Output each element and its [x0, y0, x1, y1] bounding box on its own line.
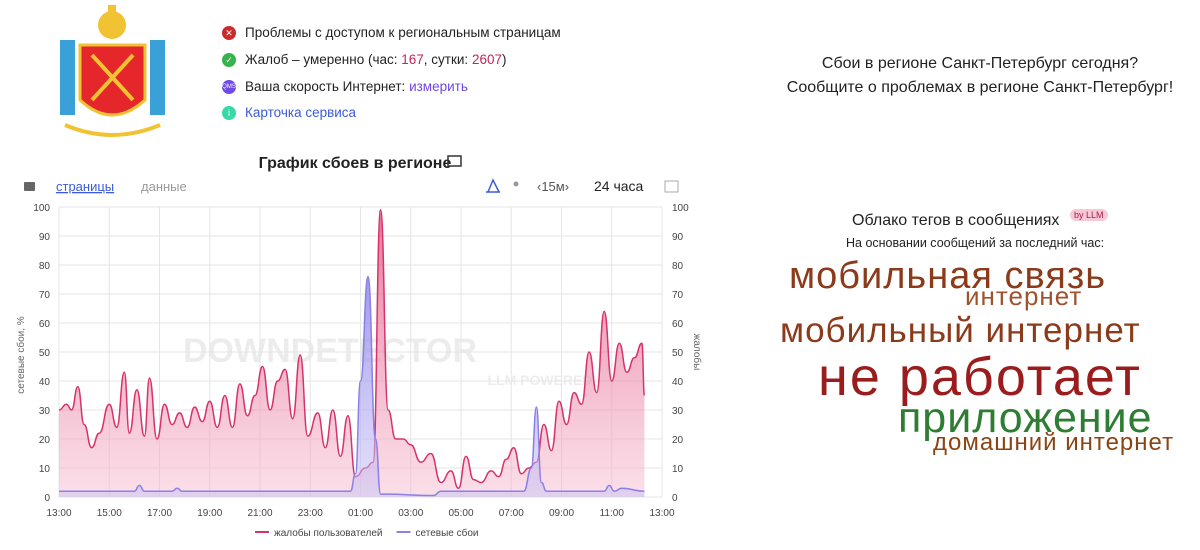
question: Сбои в регионе Санкт-Петербург сегодня? С… — [760, 52, 1200, 100]
y-axis-label: сетевые сбои, % — [15, 316, 27, 394]
y-tick-label: 10 — [39, 464, 51, 475]
y2-tick-label: 90 — [672, 232, 684, 243]
calendar-icon[interactable] — [664, 180, 679, 193]
service-card-link[interactable]: Карточка сервиса — [245, 105, 357, 120]
tab[interactable]: данные — [141, 179, 187, 194]
x-tick-label: 01:00 — [348, 508, 373, 519]
user-icon[interactable] — [513, 181, 519, 187]
y-tick-label: 50 — [39, 348, 51, 359]
speed-icon: QMS — [222, 80, 236, 94]
text: Жалоб – умеренно (час: — [245, 52, 402, 67]
y-tick-label: 0 — [44, 493, 50, 504]
x-tick-label: 13:00 — [649, 508, 674, 519]
legend-label: жалобы пользователей — [274, 527, 383, 539]
y2-tick-label: 10 — [672, 464, 684, 475]
y2-tick-label: 100 — [672, 203, 689, 214]
y2-tick-label: 70 — [672, 290, 684, 301]
speed-link[interactable]: измерить — [409, 79, 468, 94]
watermark: DOWNDETECTOR — [183, 332, 477, 370]
y2-axis-label: жалобы — [691, 334, 703, 371]
tab[interactable]: страницы — [56, 179, 114, 194]
y2-tick-label: 60 — [672, 319, 684, 330]
badge: by LLM — [1070, 209, 1108, 221]
y-tick-label: 80 — [39, 261, 51, 272]
text: , сутки: — [423, 52, 472, 67]
y2-tick-label: 20 — [672, 435, 684, 446]
x-tick-label: 21:00 — [247, 508, 272, 519]
info-icon: i — [222, 106, 236, 120]
tag[interactable]: не работает — [818, 347, 1142, 407]
x-tick-label: 05:00 — [448, 508, 473, 519]
x-tick-label: 13:00 — [46, 508, 71, 519]
day-count: 2607 — [471, 52, 502, 67]
y-tick-label: 100 — [33, 203, 50, 214]
hour-count: 167 — [401, 52, 424, 67]
x-tick-label: 11:00 — [600, 508, 625, 519]
y2-tick-label: 40 — [672, 377, 684, 388]
chart-type-icon[interactable] — [486, 178, 500, 193]
chart-title: График сбоев в регионе — [259, 155, 452, 172]
tag[interactable]: мобильная связь — [789, 255, 1107, 297]
tag-cloud-title: Облако тегов в сообщениях — [852, 212, 1060, 229]
interval[interactable]: ‹15м› — [537, 179, 569, 194]
question-line: Сбои в регионе Санкт-Петербург сегодня? — [821, 55, 1139, 72]
status-speed: Ваша скорость Интернет: измерить — [245, 79, 468, 94]
y2-tick-label: 50 — [672, 348, 684, 359]
text: ) — [501, 52, 507, 67]
x-tick-label: 07:00 — [499, 508, 524, 519]
legend-label: сетевые сбои — [416, 527, 479, 539]
x-tick-label: 15:00 — [97, 508, 122, 519]
status-access: Проблемы с доступом к региональным стран… — [245, 25, 561, 40]
screen-icon — [447, 155, 462, 167]
tag-cloud-subtitle: На основании сообщений за последний час: — [846, 236, 1105, 250]
status-complaints: Жалоб – умеренно (час: 167, сутки: 2607) — [245, 52, 506, 67]
tag[interactable]: приложение — [898, 394, 1153, 442]
x-tick-label: 09:00 — [549, 508, 574, 519]
y-tick-label: 90 — [39, 232, 51, 243]
y2-tick-label: 80 — [672, 261, 684, 272]
x-tick-label: 03:00 — [398, 508, 423, 519]
y2-tick-label: 30 — [672, 406, 684, 417]
tag[interactable]: мобильный интернет — [780, 311, 1141, 350]
x-tick-label: 23:00 — [298, 508, 323, 519]
line — [58, 275, 645, 497]
y-tick-label: 20 — [39, 435, 51, 446]
plot: 0 10 20 30 40 50 60 70 80 90 100 0 10 20 30 40 50 60 70 80 9… — [33, 203, 689, 519]
y-tick-label: 30 — [39, 406, 51, 417]
range[interactable]: 24 часа — [594, 178, 644, 194]
y-tick-label: 60 — [39, 319, 51, 330]
watermark-sub: LLM POWERED — [488, 372, 593, 388]
ok-icon: ✓ — [222, 53, 236, 67]
question-line: Сообщите о проблемах в регионе Санкт-Пет… — [786, 79, 1174, 96]
text: Ваша скорость Интернет: — [245, 79, 410, 94]
error-icon: ✕ — [222, 26, 236, 40]
coat-of-arms — [60, 5, 165, 137]
camera-icon[interactable] — [24, 182, 35, 191]
area-fill — [59, 209, 645, 497]
x-tick-label: 17:00 — [147, 508, 172, 519]
line — [58, 209, 646, 490]
y-tick-label: 70 — [39, 290, 51, 301]
y2-tick-label: 0 — [672, 493, 678, 504]
y-tick-label: 40 — [39, 377, 51, 388]
tag[interactable]: интернет — [965, 281, 1083, 311]
tag[interactable]: домашний интернет — [933, 429, 1175, 456]
x-tick-label: 19:00 — [197, 508, 222, 519]
